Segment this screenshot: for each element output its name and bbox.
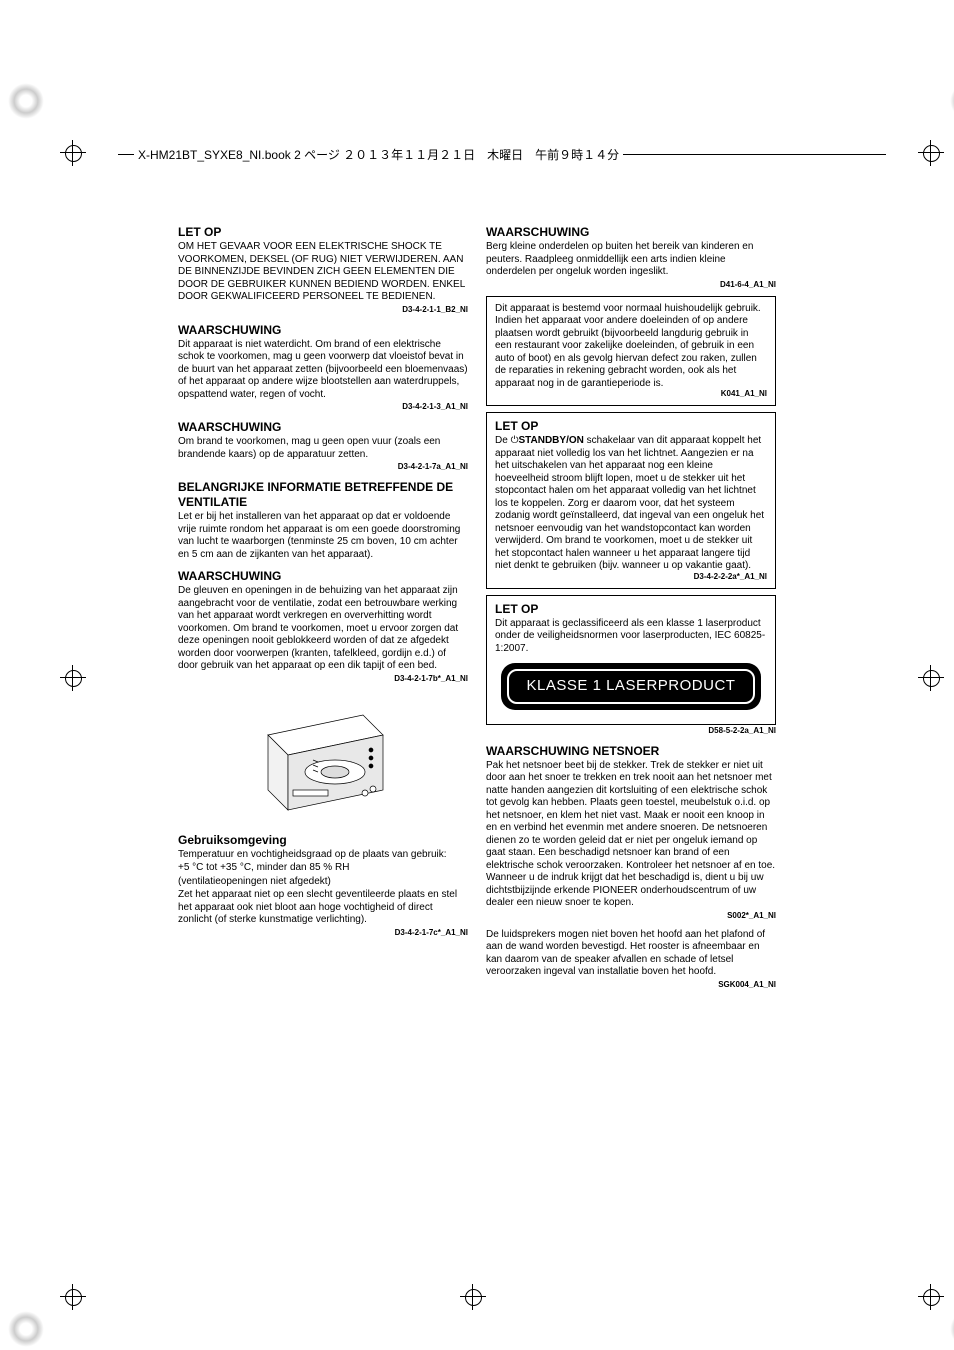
standby-box: LET OP De ⏻STANDBY/ON schakelaar van dit… — [486, 412, 776, 589]
page: X-HM21BT_SYXE8_NI.book 2 ページ ２０１３年１１月２１日… — [0, 0, 954, 1350]
heading-waarschuwing-1: WAARSCHUWING — [178, 323, 468, 338]
ref-r4: S002*_A1_Nl — [486, 911, 776, 921]
right-column: WAARSCHUWING Berg kleine onderdelen op b… — [486, 225, 776, 990]
para-box2-a: De — [495, 435, 511, 446]
registration-bm — [460, 1284, 486, 1310]
para-r1: Berg kleine onderdelen op buiten het ber… — [486, 241, 776, 279]
ref-s2: D3-4-2-1-3_A1_Nl — [178, 402, 468, 412]
laser-box: LET OP Dit apparaat is geclassificeerd a… — [486, 595, 776, 725]
heading-letop-1: LET OP — [178, 225, 468, 240]
ref-s3: D3-4-2-1-7a_A1_Nl — [178, 462, 468, 472]
heading-letop-box2: LET OP — [495, 419, 767, 434]
heading-ventilatie: BELANGRIJKE INFORMATIE BETREFFENDE DE VE… — [178, 480, 468, 510]
heading-gebruiksomgeving: Gebruiksomgeving — [178, 833, 468, 848]
para-box2: De ⏻STANDBY/ON schakelaar van dit appara… — [495, 435, 767, 573]
heading-letop-box3: LET OP — [495, 602, 767, 617]
registration-tl — [60, 140, 86, 166]
registration-bl — [60, 1284, 86, 1310]
header-rule-right — [623, 154, 886, 155]
heading-waarschuwing-2: WAARSCHUWING — [178, 420, 468, 435]
crop-radial-bl — [5, 1308, 47, 1350]
para-s4: Let er bij het installeren van het appar… — [178, 511, 468, 561]
heading-waarschuwing-r1: WAARSCHUWING — [486, 225, 776, 240]
crop-radial-tl — [5, 80, 47, 122]
para-s6-1: Temperatuur en vochtigheidsgraad op de p… — [178, 849, 468, 862]
laser-badge: KLASSE 1 LASERPRODUCT — [495, 663, 767, 710]
para-s5: De gleuven en openingen in de behuizing … — [178, 585, 468, 673]
para-box1: Dit apparaat is bestemd voor normaal hui… — [495, 303, 767, 391]
para-s6-3: (ventilatieopeningen niet afgedekt) — [178, 876, 468, 889]
para-s2: Dit apparaat is niet waterdicht. Om bran… — [178, 339, 468, 402]
para-box3: Dit apparaat is geclassificeerd als een … — [495, 618, 767, 656]
para-s6-4: Zet het apparaat niet op een slecht geve… — [178, 889, 468, 927]
header-bar: X-HM21BT_SYXE8_NI.book 2 ページ ２０１３年１１月２１日… — [118, 146, 886, 163]
registration-ml — [60, 665, 86, 691]
usage-box: Dit apparaat is bestemd voor normaal hui… — [486, 296, 776, 407]
para-r5: De luidsprekers mogen niet boven het hoo… — [486, 929, 776, 979]
crop-radial-br — [947, 1308, 954, 1350]
para-box2-b: STANDBY/ON — [518, 435, 583, 446]
heading-waarschuwing-3: WAARSCHUWING — [178, 569, 468, 584]
para-box2-c: schakelaar van dit apparaat koppelt het … — [495, 435, 764, 571]
para-r4: Pak het netsnoer beet bij de stekker. Tr… — [486, 760, 776, 910]
ref-box3: D58-5-2-2a_A1_Nl — [486, 726, 776, 736]
laser-label: KLASSE 1 LASERPRODUCT — [507, 669, 756, 704]
left-column: LET OP OM HET GEVAAR VOOR EEN ELEKTRISCH… — [178, 225, 468, 990]
para-s6-2: +5 °C tot +35 °C, minder dan 85 % RH — [178, 862, 468, 875]
para-s1: OM HET GEVAAR VOOR EEN ELEKTRISCHE SHOCK… — [178, 241, 468, 304]
registration-mr — [918, 665, 944, 691]
header-text: X-HM21BT_SYXE8_NI.book 2 ページ ２０１３年１１月２１日… — [138, 146, 619, 163]
ref-s5: D3-4-2-1-7b*_A1_Nl — [178, 674, 468, 684]
header-rule-left — [118, 154, 134, 155]
ref-r5: SGK004_A1_Nl — [486, 980, 776, 990]
heading-netsnoer: WAARSCHUWING NETSNOER — [486, 744, 776, 759]
registration-br — [918, 1284, 944, 1310]
ref-s6: D3-4-2-1-7c*_A1_Nl — [178, 928, 468, 938]
para-s3: Om brand te voorkomen, mag u geen open v… — [178, 436, 468, 461]
ref-s1: D3-4-2-1-1_B2_Nl — [178, 305, 468, 315]
device-illustration — [178, 690, 468, 825]
ref-box2: D3-4-2-2-2a*_A1_Nl — [495, 572, 767, 582]
registration-tr — [918, 140, 944, 166]
content: LET OP OM HET GEVAAR VOOR EEN ELEKTRISCH… — [178, 225, 776, 990]
ref-r1: D41-6-4_A1_Nl — [486, 280, 776, 290]
ref-box1: K041_A1_Nl — [495, 389, 767, 399]
crop-radial-tr — [947, 80, 954, 122]
